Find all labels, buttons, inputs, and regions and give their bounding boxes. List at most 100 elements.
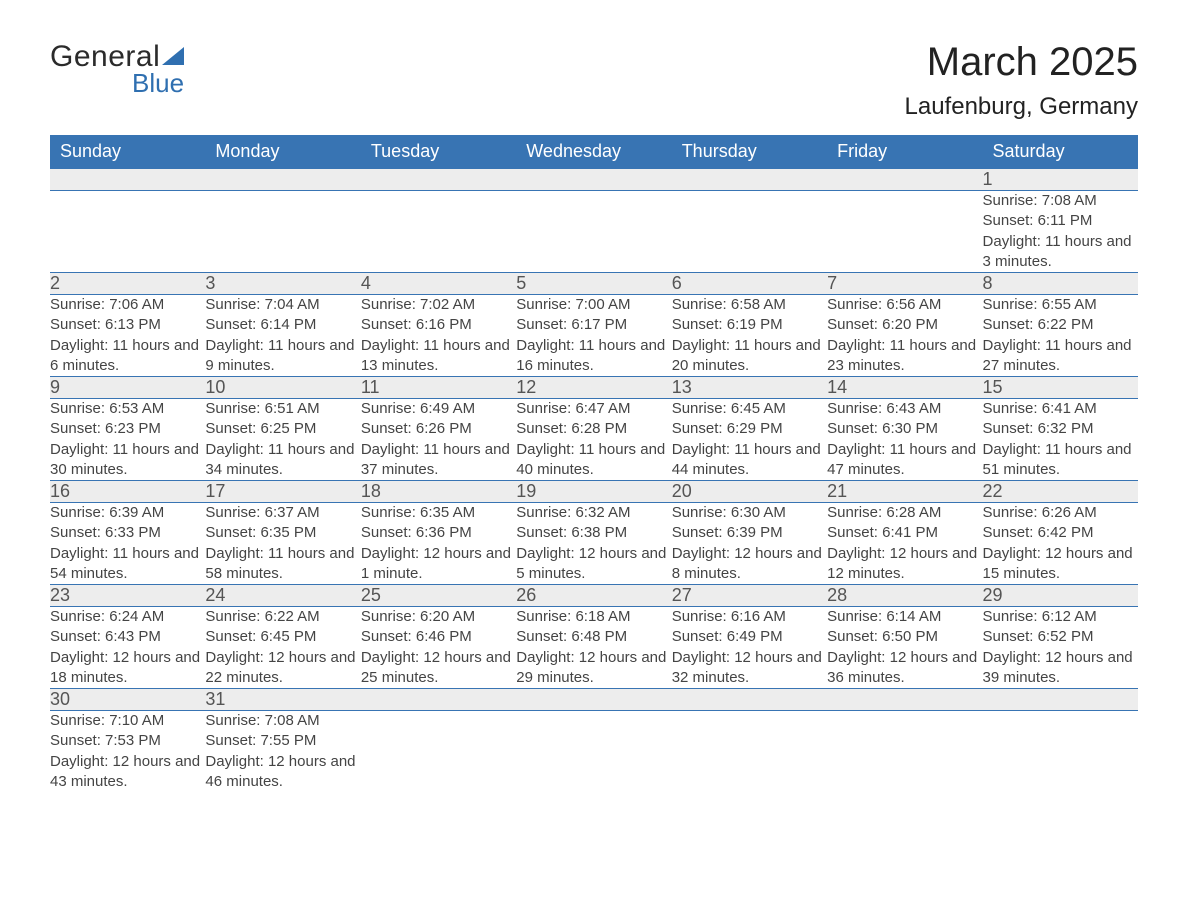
- day-daylight-line: Daylight: 11 hours and 3 minutes.: [983, 232, 1138, 273]
- value-sunset: 6:32 PM: [1038, 420, 1094, 437]
- label-daylight: Daylight:: [50, 441, 108, 458]
- label-daylight: Daylight:: [827, 337, 885, 354]
- value-sunset: 6:49 PM: [727, 628, 783, 645]
- value-sunrise: 6:12 AM: [1042, 608, 1097, 625]
- label-sunrise: Sunrise:: [516, 608, 571, 625]
- value-sunset: 6:11 PM: [1038, 212, 1093, 229]
- label-sunset: Sunset:: [983, 420, 1034, 437]
- week-daynum-row: 9101112131415: [50, 377, 1138, 399]
- day-number-cell: 31: [205, 689, 360, 711]
- label-sunrise: Sunrise:: [983, 296, 1038, 313]
- value-sunset: 6:35 PM: [260, 524, 316, 541]
- value-sunset: 6:48 PM: [571, 628, 627, 645]
- day-detail-cell: Sunrise: 6:49 AMSunset: 6:26 PMDaylight:…: [361, 399, 516, 481]
- day-detail-cell: Sunrise: 6:20 AMSunset: 6:46 PMDaylight:…: [361, 607, 516, 689]
- week-detail-row: Sunrise: 7:08 AMSunset: 6:11 PMDaylight:…: [50, 191, 1138, 273]
- label-sunrise: Sunrise:: [983, 400, 1038, 417]
- label-sunrise: Sunrise:: [205, 712, 260, 729]
- day-number-cell: 1: [983, 169, 1138, 191]
- day-daylight-line: Daylight: 11 hours and 23 minutes.: [827, 336, 982, 377]
- day-detail-cell: Sunrise: 6:14 AMSunset: 6:50 PMDaylight:…: [827, 607, 982, 689]
- day-sunset-line: Sunset: 6:14 PM: [205, 315, 360, 335]
- value-sunset: 6:17 PM: [571, 316, 627, 333]
- day-number-cell: 6: [672, 273, 827, 295]
- day-sunset-line: Sunset: 6:28 PM: [516, 419, 671, 439]
- value-sunset: 7:55 PM: [260, 732, 316, 749]
- day-daylight-line: Daylight: 12 hours and 8 minutes.: [672, 544, 827, 585]
- value-sunset: 6:26 PM: [416, 420, 472, 437]
- label-sunset: Sunset:: [827, 628, 878, 645]
- day-sunset-line: Sunset: 6:43 PM: [50, 627, 205, 647]
- value-sunrise: 6:22 AM: [265, 608, 320, 625]
- value-sunset: 6:50 PM: [882, 628, 938, 645]
- location-text: Laufenburg, Germany: [905, 93, 1138, 121]
- label-daylight: Daylight:: [516, 545, 574, 562]
- day-sunset-line: Sunset: 6:30 PM: [827, 419, 982, 439]
- empty-cell: [361, 169, 516, 191]
- day-daylight-line: Daylight: 12 hours and 22 minutes.: [205, 648, 360, 689]
- label-sunrise: Sunrise:: [672, 400, 727, 417]
- day-sunrise-line: Sunrise: 6:14 AM: [827, 607, 982, 627]
- day-sunrise-line: Sunrise: 7:00 AM: [516, 295, 671, 315]
- label-daylight: Daylight:: [205, 753, 263, 770]
- day-number-cell: 16: [50, 481, 205, 503]
- label-sunrise: Sunrise:: [361, 296, 416, 313]
- day-sunset-line: Sunset: 6:19 PM: [672, 315, 827, 335]
- day-sunrise-line: Sunrise: 6:39 AM: [50, 503, 205, 523]
- day-sunset-line: Sunset: 6:41 PM: [827, 523, 982, 543]
- day-sunset-line: Sunset: 6:16 PM: [361, 315, 516, 335]
- label-sunset: Sunset:: [983, 524, 1034, 541]
- day-number-cell: 2: [50, 273, 205, 295]
- value-sunrise: 7:06 AM: [109, 296, 164, 313]
- weekday-header: Thursday: [672, 135, 827, 169]
- day-number-cell: 17: [205, 481, 360, 503]
- day-sunset-line: Sunset: 6:33 PM: [50, 523, 205, 543]
- empty-cell: [827, 689, 982, 711]
- weekday-header: Monday: [205, 135, 360, 169]
- label-sunrise: Sunrise:: [205, 400, 260, 417]
- label-sunrise: Sunrise:: [205, 608, 260, 625]
- day-sunrise-line: Sunrise: 7:08 AM: [205, 711, 360, 731]
- value-sunrise: 6:56 AM: [886, 296, 941, 313]
- day-detail-cell: Sunrise: 6:39 AMSunset: 6:33 PMDaylight:…: [50, 503, 205, 585]
- value-sunrise: 6:14 AM: [886, 608, 941, 625]
- day-detail-cell: Sunrise: 6:18 AMSunset: 6:48 PMDaylight:…: [516, 607, 671, 689]
- label-sunrise: Sunrise:: [827, 504, 882, 521]
- weekday-header: Saturday: [983, 135, 1138, 169]
- label-daylight: Daylight:: [827, 441, 885, 458]
- day-daylight-line: Daylight: 11 hours and 16 minutes.: [516, 336, 671, 377]
- label-sunset: Sunset:: [827, 524, 878, 541]
- label-daylight: Daylight:: [672, 545, 730, 562]
- empty-detail-cell: [50, 191, 205, 273]
- day-number-cell: 22: [983, 481, 1138, 503]
- month-title: March 2025: [905, 40, 1138, 85]
- day-number-cell: 24: [205, 585, 360, 607]
- label-sunset: Sunset:: [205, 316, 256, 333]
- day-detail-cell: Sunrise: 7:00 AMSunset: 6:17 PMDaylight:…: [516, 295, 671, 377]
- week-detail-row: Sunrise: 6:53 AMSunset: 6:23 PMDaylight:…: [50, 399, 1138, 481]
- label-daylight: Daylight:: [983, 441, 1041, 458]
- day-sunrise-line: Sunrise: 6:28 AM: [827, 503, 982, 523]
- day-daylight-line: Daylight: 12 hours and 32 minutes.: [672, 648, 827, 689]
- day-detail-cell: Sunrise: 7:02 AMSunset: 6:16 PMDaylight:…: [361, 295, 516, 377]
- day-sunset-line: Sunset: 6:25 PM: [205, 419, 360, 439]
- week-daynum-row: 1: [50, 169, 1138, 191]
- day-daylight-line: Daylight: 11 hours and 58 minutes.: [205, 544, 360, 585]
- day-sunset-line: Sunset: 6:50 PM: [827, 627, 982, 647]
- week-detail-row: Sunrise: 7:06 AMSunset: 6:13 PMDaylight:…: [50, 295, 1138, 377]
- day-daylight-line: Daylight: 12 hours and 15 minutes.: [983, 544, 1138, 585]
- label-daylight: Daylight:: [50, 753, 108, 770]
- day-sunset-line: Sunset: 6:11 PM: [983, 211, 1138, 231]
- value-sunrise: 7:10 AM: [109, 712, 164, 729]
- day-number-cell: 25: [361, 585, 516, 607]
- label-daylight: Daylight:: [361, 545, 419, 562]
- label-sunrise: Sunrise:: [672, 296, 727, 313]
- label-daylight: Daylight:: [50, 337, 108, 354]
- logo-triangle-icon: [162, 47, 184, 65]
- day-number-cell: 12: [516, 377, 671, 399]
- label-daylight: Daylight:: [983, 337, 1041, 354]
- day-number-cell: 23: [50, 585, 205, 607]
- day-number-cell: 14: [827, 377, 982, 399]
- label-sunset: Sunset:: [50, 420, 101, 437]
- day-sunset-line: Sunset: 6:42 PM: [983, 523, 1138, 543]
